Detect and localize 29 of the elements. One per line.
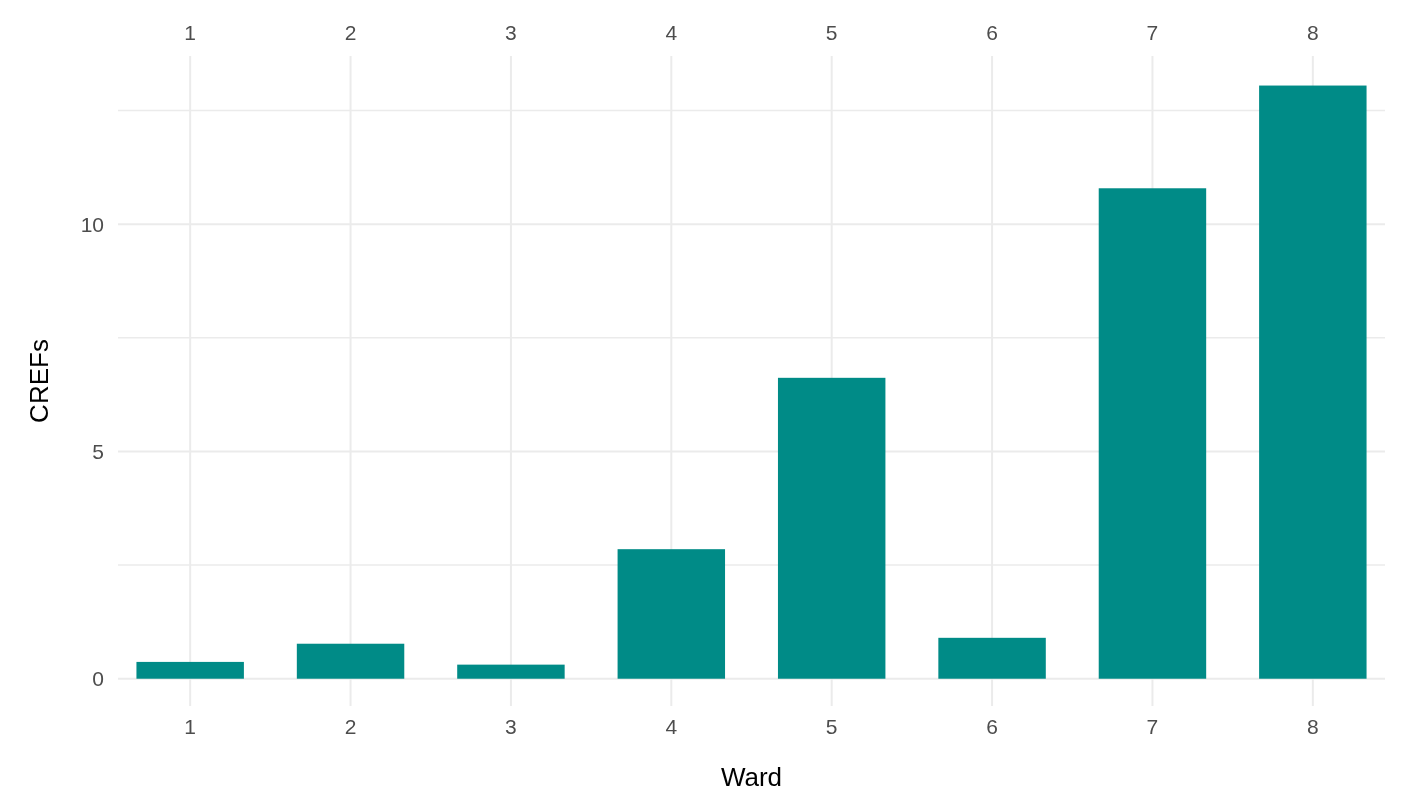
y-axis-title: CREFs	[24, 339, 54, 423]
y-tick-label: 0	[92, 667, 104, 691]
x2-tick-label: 5	[825, 21, 838, 44]
x-tick-label: 3	[505, 715, 517, 738]
bar	[777, 377, 886, 679]
bar	[1098, 188, 1207, 679]
x2-tick-label: 2	[344, 21, 357, 44]
bar	[457, 664, 565, 679]
bar	[136, 661, 244, 679]
bar	[938, 637, 1046, 679]
bar	[296, 643, 405, 679]
x-tick-label: 2	[344, 715, 357, 738]
bar	[1259, 85, 1367, 679]
x-tick-label: 8	[1306, 715, 1319, 738]
x2-tick-label: 4	[665, 21, 678, 44]
bar	[617, 549, 726, 679]
y-tick-label: 10	[80, 212, 104, 236]
x-tick-label: 6	[986, 715, 998, 738]
y-tick-label: 5	[92, 439, 104, 463]
x-tick-label: 4	[665, 715, 678, 738]
x-tick-label: 7	[1146, 715, 1159, 738]
x-tick-label: 1	[184, 715, 197, 738]
x2-tick-label: 1	[184, 21, 197, 44]
x2-tick-label: 3	[505, 21, 517, 44]
x-axis-title: Ward	[720, 762, 783, 792]
x2-tick-label: 6	[986, 21, 998, 44]
x2-tick-label: 8	[1306, 21, 1319, 44]
x2-tick-label: 7	[1146, 21, 1159, 44]
x-tick-label: 5	[825, 715, 838, 738]
